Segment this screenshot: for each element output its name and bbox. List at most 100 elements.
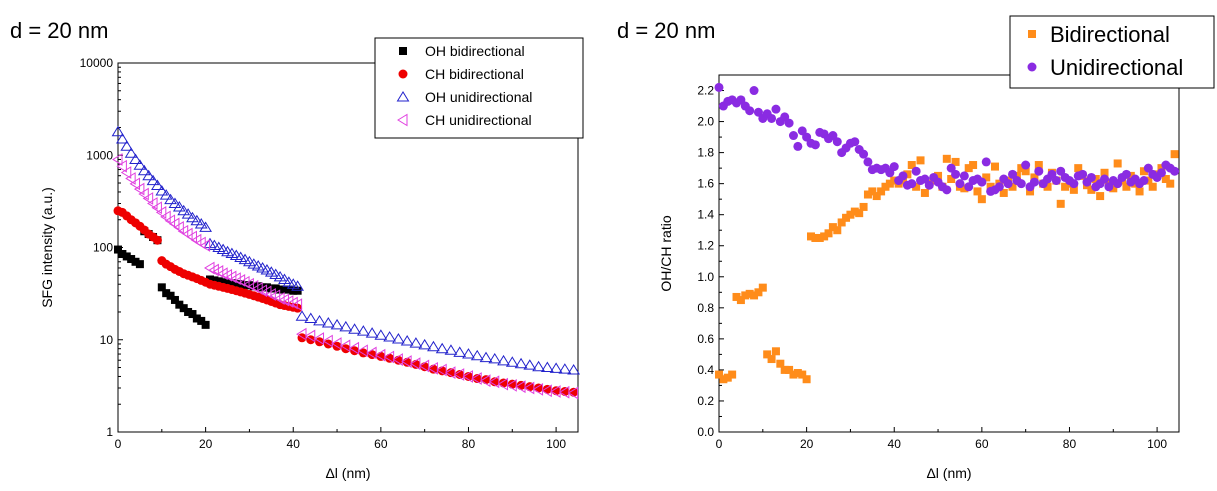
data-point-ch-bidirectional xyxy=(507,379,517,389)
data-point-ch-bidirectional xyxy=(525,382,535,392)
data-point-ch-unidirectional xyxy=(116,159,127,173)
data-point-bidirectional xyxy=(1113,159,1122,168)
data-point-unidirectional xyxy=(898,171,908,181)
data-point-unidirectional xyxy=(788,131,798,141)
data-point-ch-unidirectional xyxy=(357,344,368,358)
right-plot-frame xyxy=(718,74,1180,433)
data-point-bidirectional xyxy=(1087,185,1096,194)
data-point-bidirectional xyxy=(885,179,894,188)
data-point-unidirectional xyxy=(1021,160,1031,170)
data-point-oh-unidirectional xyxy=(453,346,467,357)
data-point-oh-bidirectional xyxy=(162,289,171,298)
data-point-unidirectional xyxy=(784,118,794,128)
data-point-ch-unidirectional xyxy=(160,210,171,224)
data-point-bidirectional xyxy=(850,207,859,216)
data-point-ch-unidirectional xyxy=(125,172,136,185)
data-point-oh-bidirectional xyxy=(214,277,223,286)
data-point-ch-unidirectional xyxy=(471,372,482,385)
right-y-tick-label: 1.4 xyxy=(697,208,714,222)
right-y-tick-label: 0.4 xyxy=(697,363,714,377)
data-point-unidirectional xyxy=(771,104,781,114)
data-point-oh-unidirectional xyxy=(124,147,138,158)
data-point-unidirectional xyxy=(1100,174,1110,184)
data-point-oh-unidirectional xyxy=(133,159,147,170)
data-point-ch-unidirectional xyxy=(567,386,579,400)
data-point-ch-unidirectional xyxy=(339,339,351,353)
data-point-bidirectional xyxy=(767,355,776,364)
right-x-tick-label: 60 xyxy=(975,437,989,451)
data-point-oh-bidirectional xyxy=(122,252,131,261)
right-legend-entry-unidirectional: Unidirectional xyxy=(1027,55,1183,80)
data-point-ch-unidirectional xyxy=(129,177,141,191)
left-series-oh-unidirectional xyxy=(111,125,581,375)
data-point-oh-unidirectional xyxy=(291,280,305,291)
data-point-oh-unidirectional xyxy=(497,354,510,366)
data-point-oh-unidirectional xyxy=(313,314,326,326)
right-x-tick-label: 0 xyxy=(716,437,723,451)
data-point-bidirectional xyxy=(750,291,759,300)
data-point-ch-unidirectional xyxy=(453,368,465,381)
left-x-tick-label: 20 xyxy=(199,437,213,451)
data-point-bidirectional xyxy=(837,218,846,227)
data-point-bidirectional xyxy=(912,182,921,191)
right-chart: d = 20 nm 0 20 40 60 80 100 0.0 0.2 0.4 0.6 0.8 1.0… xyxy=(617,15,1215,481)
right-x-tick-label: 20 xyxy=(800,437,814,451)
data-point-bidirectional xyxy=(855,209,864,218)
data-point-ch-bidirectional xyxy=(542,384,552,394)
data-point-ch-unidirectional xyxy=(138,187,149,201)
data-point-bidirectional xyxy=(833,226,842,235)
right-y-tick-label: 0.6 xyxy=(697,332,714,346)
data-point-bidirectional xyxy=(977,195,986,204)
data-point-ch-unidirectional xyxy=(256,284,268,298)
data-point-bidirectional xyxy=(719,375,728,384)
data-point-unidirectional xyxy=(1051,176,1061,186)
right-y-tick-label: 1.8 xyxy=(697,146,714,160)
data-point-oh-unidirectional xyxy=(177,204,191,216)
data-point-unidirectional xyxy=(981,157,991,167)
data-point-unidirectional xyxy=(907,179,917,189)
data-point-ch-unidirectional xyxy=(155,206,167,219)
data-point-ch-unidirectional xyxy=(278,293,289,307)
left-y-tick-label: 1 xyxy=(106,425,113,439)
data-point-oh-unidirectional xyxy=(120,140,134,151)
left-plot-area: 0 20 40 60 80 100 1 10 100 1000 10000 xyxy=(80,56,581,451)
data-point-ch-bidirectional xyxy=(516,380,526,390)
data-point-oh-unidirectional xyxy=(488,352,502,364)
left-y-axis-label: SFG intensity (a.u.) xyxy=(39,187,55,308)
data-point-oh-unidirectional xyxy=(383,331,397,342)
right-y-tick-label: 1.2 xyxy=(697,239,714,253)
data-point-unidirectional xyxy=(942,185,952,195)
data-point-bidirectional xyxy=(1157,164,1166,173)
data-point-bidirectional xyxy=(736,296,745,305)
data-point-oh-unidirectional xyxy=(374,329,388,340)
data-point-ch-unidirectional xyxy=(291,298,303,312)
data-point-bidirectional xyxy=(1021,167,1030,176)
data-point-oh-bidirectional xyxy=(188,310,197,319)
data-point-bidirectional xyxy=(763,350,772,359)
data-point-ch-unidirectional xyxy=(488,375,500,389)
left-y-tick-label: 100 xyxy=(93,241,113,255)
data-point-oh-unidirectional xyxy=(146,174,160,186)
data-point-bidirectional xyxy=(1135,187,1144,196)
data-point-ch-unidirectional xyxy=(515,380,526,394)
data-point-ch-unidirectional xyxy=(313,332,325,345)
data-point-oh-bidirectional xyxy=(184,307,193,316)
data-point-oh-bidirectional xyxy=(223,279,232,288)
data-point-ch-unidirectional xyxy=(392,353,403,366)
data-point-bidirectional xyxy=(715,370,723,379)
data-point-ch-unidirectional xyxy=(173,221,184,234)
data-point-bidirectional xyxy=(986,182,995,191)
data-point-oh-bidirectional xyxy=(201,320,210,329)
data-point-bidirectional xyxy=(881,182,890,191)
data-point-oh-unidirectional xyxy=(391,332,405,344)
data-point-oh-bidirectional xyxy=(280,285,289,294)
data-point-bidirectional xyxy=(1091,174,1100,183)
data-point-oh-unidirectional xyxy=(199,221,213,232)
left-x-axis-label: Δl (nm) xyxy=(325,465,370,481)
right-y-tick-label: 2.0 xyxy=(697,115,714,129)
data-point-bidirectional xyxy=(1148,182,1157,191)
data-point-ch-unidirectional xyxy=(133,182,145,196)
data-point-oh-unidirectional xyxy=(190,214,204,226)
data-point-oh-bidirectional xyxy=(210,276,219,285)
data-point-oh-unidirectional xyxy=(129,153,142,164)
